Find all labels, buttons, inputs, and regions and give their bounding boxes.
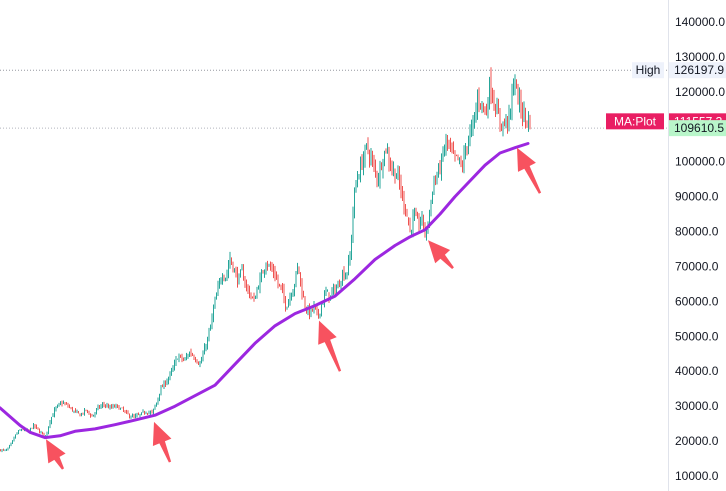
y-tick-label: 30000.0 bbox=[675, 399, 719, 413]
last-price-tag-value: 109610.5 bbox=[674, 121, 724, 135]
y-tick-label: 100000.0 bbox=[675, 155, 725, 169]
annotation-arrow bbox=[46, 439, 66, 470]
y-tick-label: 130000.0 bbox=[675, 50, 725, 64]
high-tag: High 126197.9 bbox=[632, 62, 726, 79]
y-tick-label: 140000.0 bbox=[675, 15, 725, 29]
y-tick-label: 80000.0 bbox=[675, 225, 719, 239]
ma-plot-tag-label-bg bbox=[606, 113, 664, 130]
y-tick-label: 120000.0 bbox=[675, 85, 725, 99]
y-tick-label: 10000.0 bbox=[675, 469, 719, 483]
plot-area[interactable] bbox=[0, 67, 668, 470]
annotation-arrow bbox=[152, 421, 172, 463]
annotation-arrow bbox=[428, 240, 454, 269]
y-tick-label: 70000.0 bbox=[675, 259, 719, 273]
high-tag-label: High bbox=[636, 63, 661, 77]
y-tick-label: 60000.0 bbox=[675, 294, 719, 308]
annotation-arrow bbox=[318, 320, 342, 372]
last-price-tag: 109610.5 bbox=[669, 120, 726, 137]
last-price-tag-value-bg bbox=[669, 120, 726, 137]
y-tick-label: 50000.0 bbox=[675, 329, 719, 343]
annotation-arrow bbox=[517, 147, 542, 194]
y-tick-label: 20000.0 bbox=[675, 434, 719, 448]
y-tick-label: 40000.0 bbox=[675, 364, 719, 378]
y-tick-label: 90000.0 bbox=[675, 190, 719, 204]
high-tag-value-bg bbox=[669, 62, 726, 79]
high-tag-label-bg bbox=[632, 62, 664, 79]
price-axis[interactable]: 140000.0130000.0120000.0110000.0100000.0… bbox=[606, 0, 726, 491]
candles bbox=[0, 67, 531, 453]
moving-average-line bbox=[0, 142, 530, 440]
high-tag-value: 126197.9 bbox=[674, 63, 724, 77]
ma-plot-tag-label: MA:Plot bbox=[614, 114, 657, 128]
